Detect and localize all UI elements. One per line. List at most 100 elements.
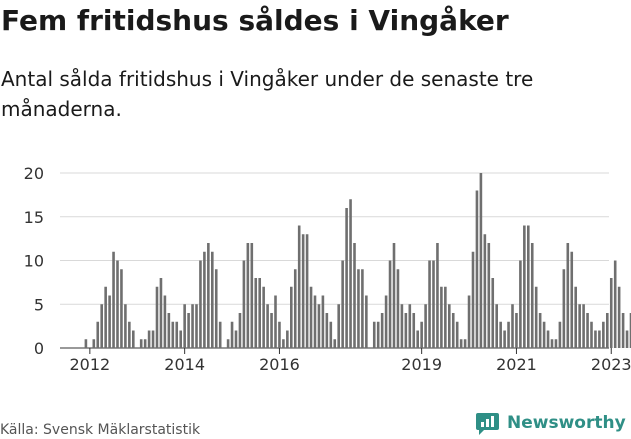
bar	[258, 278, 261, 348]
bar	[384, 295, 388, 348]
bar	[491, 278, 495, 348]
bar	[341, 260, 344, 348]
bar	[392, 243, 396, 348]
bar	[120, 269, 123, 348]
bar	[92, 339, 96, 348]
bar	[321, 295, 325, 348]
bar	[238, 313, 242, 348]
bar	[207, 243, 210, 348]
bar	[574, 286, 577, 348]
bar	[274, 295, 277, 348]
bar	[286, 330, 289, 348]
bar	[345, 208, 348, 348]
bar	[550, 339, 554, 348]
bar	[187, 313, 190, 348]
bar	[147, 330, 151, 348]
bar	[527, 225, 530, 348]
bar	[254, 278, 258, 348]
axis-labels: 0 5 10 15 20 5 2012 2014 2016 2019 2021 2023	[24, 164, 631, 374]
bar	[183, 304, 186, 348]
bar	[558, 321, 562, 348]
bar	[282, 339, 285, 348]
bar	[598, 330, 601, 348]
bar	[400, 304, 404, 348]
bar	[203, 251, 206, 348]
bar	[594, 330, 597, 348]
x-tick-label: 2023	[591, 355, 631, 374]
bar	[365, 295, 368, 348]
bar	[108, 295, 111, 348]
bar	[554, 339, 558, 348]
bar	[195, 304, 198, 348]
bar	[602, 321, 605, 348]
x-tick-label: 2021	[496, 355, 537, 374]
newsworthy-logo-icon	[476, 412, 499, 435]
bar	[96, 321, 100, 348]
bar	[313, 295, 317, 348]
bar	[372, 321, 376, 348]
bar	[570, 251, 574, 348]
bar	[333, 339, 337, 348]
bar	[143, 339, 147, 348]
bar	[487, 243, 491, 348]
y-tick-label: 15	[24, 208, 44, 227]
bar	[234, 330, 238, 348]
bar	[515, 313, 518, 348]
bar	[84, 339, 88, 348]
bar	[293, 269, 297, 348]
y-tick-label: 5	[34, 295, 44, 314]
bar	[179, 330, 182, 348]
bar	[617, 286, 621, 348]
bar	[523, 225, 526, 348]
bar	[463, 339, 467, 348]
bar	[376, 321, 380, 348]
bar	[353, 243, 356, 348]
bar	[211, 251, 214, 348]
bar	[578, 304, 581, 348]
bar	[191, 304, 194, 348]
bar	[309, 286, 313, 348]
bar	[566, 243, 570, 348]
bar	[404, 313, 408, 348]
bars	[84, 173, 631, 348]
bar	[167, 313, 171, 348]
bar	[139, 339, 143, 348]
bar	[297, 225, 301, 348]
last-value-label: 5	[630, 277, 631, 296]
bar	[530, 243, 534, 348]
bar	[361, 269, 364, 348]
bar	[317, 304, 321, 348]
bar	[542, 321, 546, 348]
bar	[625, 330, 629, 348]
bar	[432, 260, 435, 348]
bar	[349, 199, 352, 348]
x-tick-label: 2016	[259, 355, 300, 374]
bar	[163, 295, 167, 348]
bar	[112, 251, 115, 348]
bar	[451, 313, 455, 348]
bar	[483, 234, 487, 348]
bar	[175, 321, 179, 348]
brand-logo: Newsworthy	[475, 409, 626, 437]
bar	[230, 321, 234, 348]
bar	[246, 243, 250, 348]
bar	[124, 304, 127, 348]
bar	[290, 286, 293, 348]
bar	[159, 278, 163, 348]
bar	[519, 260, 522, 348]
bar	[448, 304, 451, 348]
bar	[132, 330, 135, 348]
bar	[629, 313, 631, 348]
bar	[151, 330, 155, 348]
bar	[562, 269, 566, 348]
bar	[226, 339, 230, 348]
bar	[104, 286, 107, 348]
bar	[428, 260, 431, 348]
bar	[511, 304, 514, 348]
x-tick-label: 2012	[69, 355, 110, 374]
bar	[621, 313, 625, 348]
y-tick-label: 10	[24, 252, 44, 271]
bar	[440, 286, 443, 348]
bar	[582, 304, 585, 348]
brand-name: Newsworthy	[507, 413, 626, 433]
